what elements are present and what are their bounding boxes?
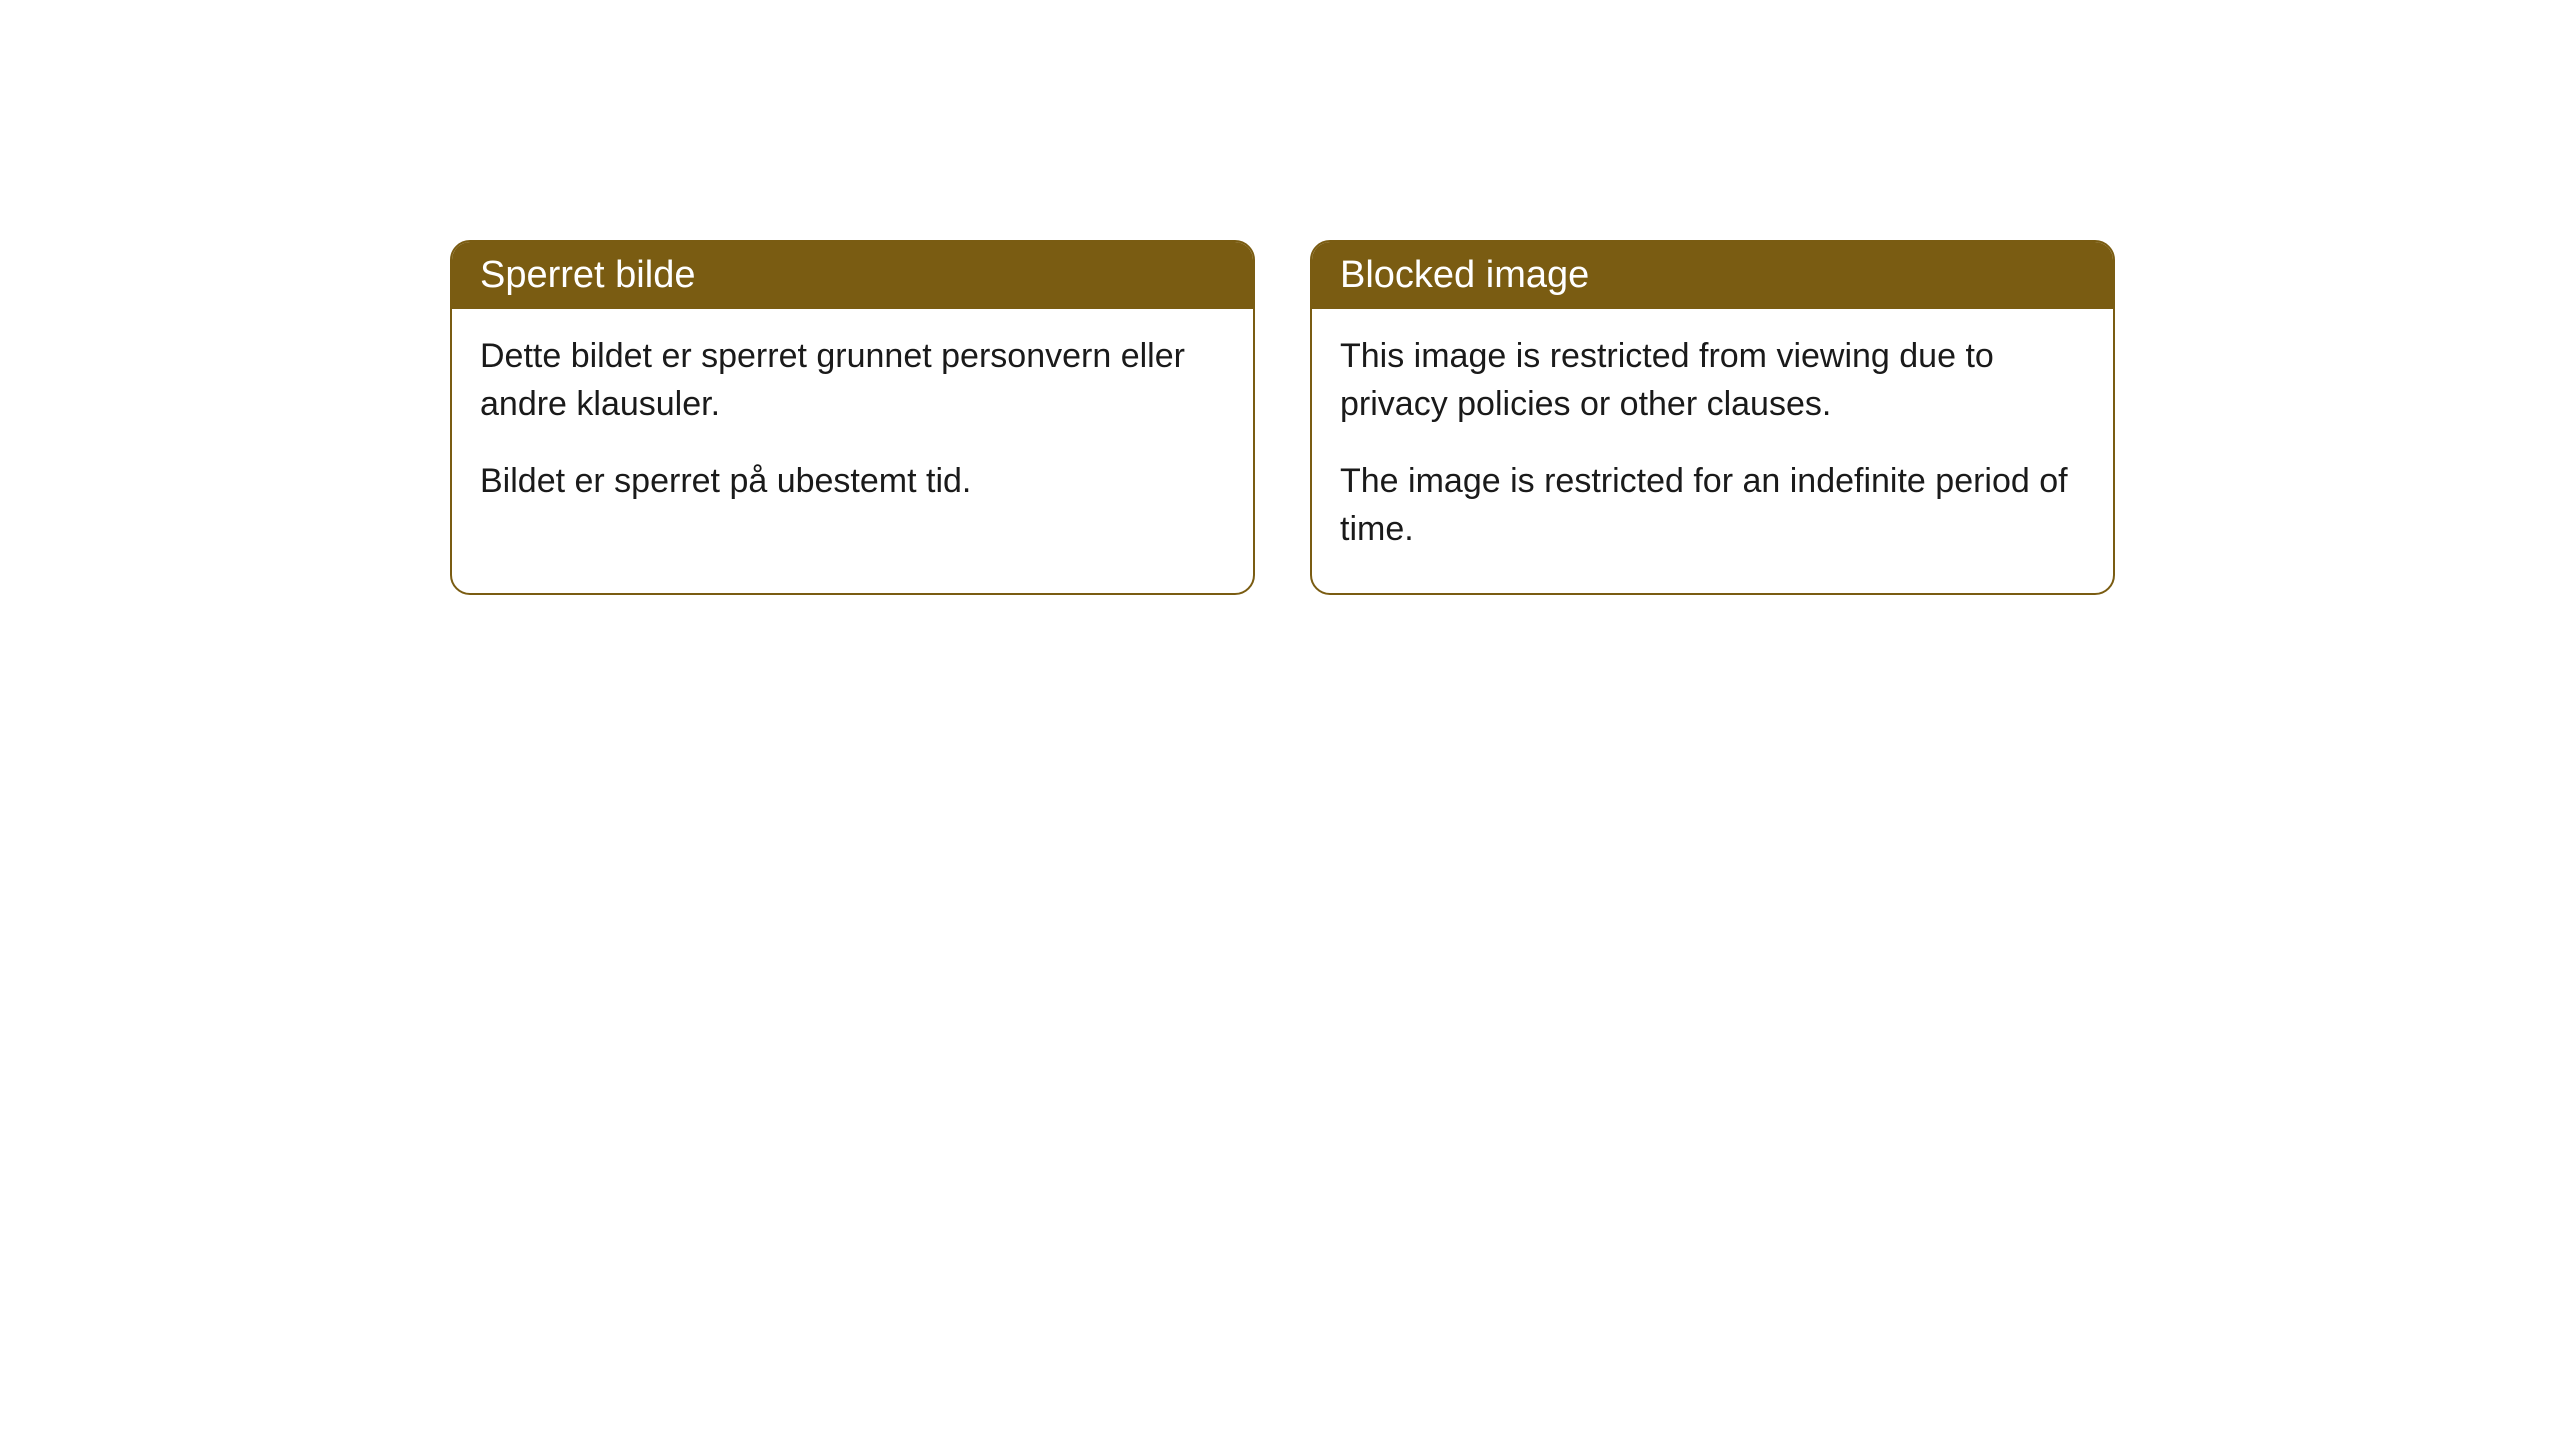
card-title: Blocked image [1340, 254, 1589, 296]
card-header: Blocked image [1312, 242, 2113, 309]
card-body: Dette bildet er sperret grunnet personve… [452, 309, 1253, 546]
card-paragraph: Bildet er sperret på ubestemt tid. [480, 458, 1225, 506]
card-body: This image is restricted from viewing du… [1312, 309, 2113, 593]
card-paragraph: This image is restricted from viewing du… [1340, 333, 2085, 428]
card-title: Sperret bilde [480, 254, 695, 296]
card-paragraph: Dette bildet er sperret grunnet personve… [480, 333, 1225, 428]
card-paragraph: The image is restricted for an indefinit… [1340, 458, 2085, 553]
blocked-image-card-norwegian: Sperret bilde Dette bildet er sperret gr… [450, 240, 1255, 595]
card-header: Sperret bilde [452, 242, 1253, 309]
cards-container: Sperret bilde Dette bildet er sperret gr… [450, 240, 2115, 595]
blocked-image-card-english: Blocked image This image is restricted f… [1310, 240, 2115, 595]
